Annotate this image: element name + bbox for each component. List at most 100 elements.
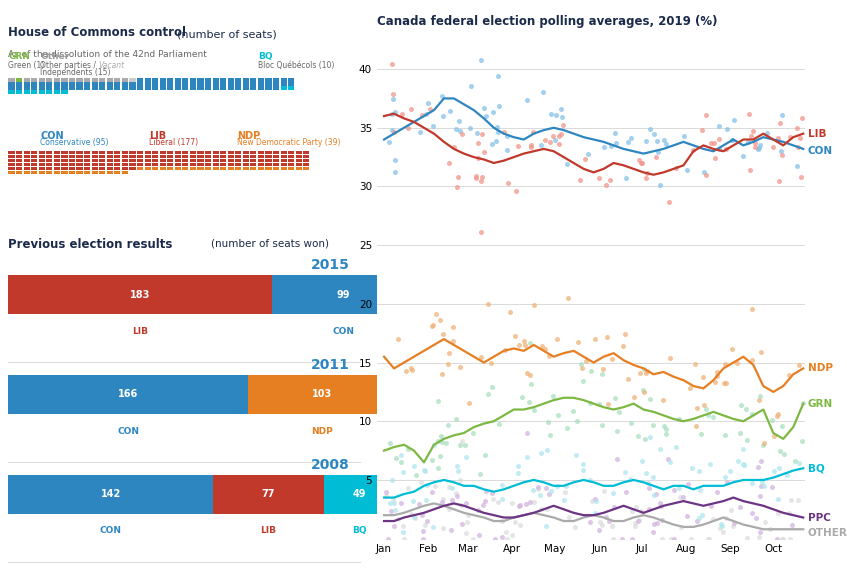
Point (521, 95, 534, 104)
Point (454, 500, 468, 509)
Bar (251, 154, 257, 158)
Bar (8, 154, 14, 158)
Point (527, 486, 540, 495)
Point (396, 522, 410, 531)
Point (492, 419, 506, 428)
Point (678, 132, 691, 141)
Point (734, 400, 748, 409)
Point (518, 340, 532, 349)
Bar (243, 158, 249, 162)
Point (593, 400, 606, 409)
Bar (47, 79, 53, 82)
Bar (39, 154, 45, 158)
Bar (152, 79, 158, 82)
Bar (31, 162, 37, 166)
Point (772, 177, 786, 186)
Point (568, 523, 582, 532)
Point (720, 378, 734, 388)
Point (610, 426, 623, 435)
Bar (190, 162, 196, 166)
Point (451, 173, 465, 182)
Point (576, 459, 590, 469)
Point (453, 475, 467, 484)
Point (421, 99, 435, 108)
Point (610, 138, 623, 147)
Point (695, 511, 708, 520)
Point (542, 351, 556, 360)
Point (771, 411, 784, 420)
Point (753, 492, 767, 501)
Bar (235, 154, 241, 158)
Point (643, 505, 656, 514)
Point (417, 534, 430, 543)
Bar (107, 79, 113, 82)
Point (424, 104, 437, 113)
Point (385, 506, 398, 515)
Point (639, 137, 652, 146)
Bar (213, 158, 219, 162)
Point (387, 521, 401, 530)
Bar (197, 83, 203, 86)
Point (795, 437, 809, 446)
Bar (145, 87, 151, 89)
Bar (39, 170, 45, 174)
Point (512, 501, 525, 510)
Point (629, 503, 643, 512)
Text: GRN: GRN (8, 52, 30, 61)
Point (443, 107, 457, 116)
Text: As of the dissolution of the 42nd Parliament: As of the dissolution of the 42nd Parlia… (8, 50, 208, 59)
Bar (152, 166, 158, 170)
Point (387, 499, 401, 508)
Point (767, 466, 781, 475)
Bar (61, 170, 68, 174)
Text: 44: 44 (440, 290, 453, 299)
Bar (235, 150, 241, 154)
Bar (16, 166, 22, 170)
Bar (91, 170, 97, 174)
Bar (182, 150, 188, 154)
Text: House of Commons control: House of Commons control (8, 26, 186, 39)
Point (429, 482, 442, 491)
Bar (152, 83, 158, 86)
Point (414, 477, 428, 486)
Point (475, 129, 489, 138)
Point (744, 165, 757, 174)
Point (676, 493, 689, 502)
Point (745, 508, 759, 518)
Point (755, 348, 768, 357)
Point (720, 124, 734, 133)
Point (725, 344, 739, 353)
Bar (303, 166, 309, 170)
Point (405, 510, 418, 519)
Point (791, 142, 805, 151)
Bar (205, 150, 211, 154)
Bar (190, 150, 196, 154)
Bar (197, 150, 203, 154)
Bar (39, 91, 45, 93)
Point (417, 465, 430, 474)
Point (662, 455, 675, 464)
Point (449, 488, 462, 498)
Point (418, 467, 432, 476)
Point (632, 516, 645, 526)
Bar (197, 154, 203, 158)
Bar (243, 154, 249, 158)
Point (484, 358, 497, 367)
Point (767, 142, 780, 152)
Bar (205, 87, 211, 89)
Point (680, 165, 694, 174)
Point (419, 110, 433, 119)
Bar (8, 170, 14, 174)
Bar (99, 170, 105, 174)
Bar (16, 162, 22, 166)
Point (396, 534, 410, 543)
Point (436, 111, 450, 120)
Bar (167, 166, 174, 170)
Point (700, 110, 713, 119)
Point (654, 501, 667, 510)
Point (745, 410, 758, 419)
Point (449, 125, 462, 134)
Point (453, 363, 467, 372)
Bar (130, 162, 136, 166)
Bar (220, 83, 226, 86)
